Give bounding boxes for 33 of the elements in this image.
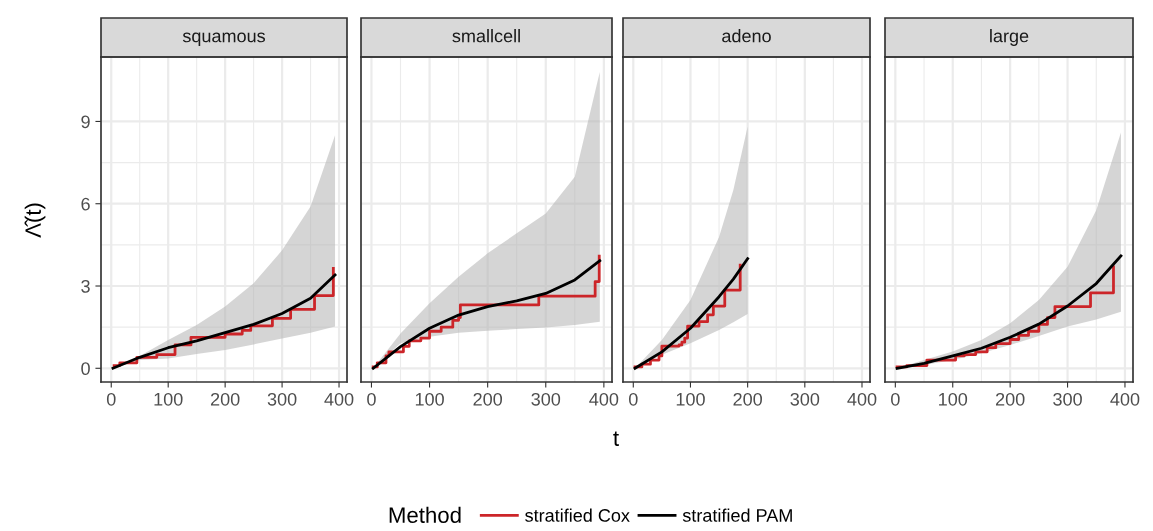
x-tick-label: 200 <box>996 392 1025 406</box>
legend-label: stratified PAM <box>682 508 792 522</box>
x-tick-label: 300 <box>1053 392 1082 406</box>
x-tick-label: 400 <box>847 392 877 406</box>
y-tick-label: 6 <box>81 197 90 211</box>
x-axis-title: t <box>613 431 619 446</box>
chart-title: large <box>990 29 1029 46</box>
y-tick-label: 9 <box>81 115 90 129</box>
x-tick-label: 100 <box>939 392 968 406</box>
chart-title: squamous <box>182 32 265 46</box>
x-tick-label: 100 <box>676 392 705 406</box>
x-tick-label: 400 <box>1110 392 1140 406</box>
y-tick-label: 3 <box>81 279 90 293</box>
x-tick-label: 300 <box>267 392 297 406</box>
x-tick-label: 100 <box>415 392 444 406</box>
x-tick-label: 200 <box>733 392 762 406</box>
x-tick-label: 0 <box>628 392 638 406</box>
x-tick-label: 400 <box>589 392 619 406</box>
y-tick-label: 0 <box>81 362 90 376</box>
x-tick-label: 200 <box>210 392 240 406</box>
x-tick-label: 0 <box>106 392 116 406</box>
legend-title: Method <box>389 506 461 523</box>
x-tick-label: 200 <box>473 392 503 406</box>
x-tick-label: 300 <box>790 392 820 406</box>
chart-title: smallcell <box>452 29 520 43</box>
legend-label: stratified Cox <box>525 508 630 522</box>
x-tick-label: 100 <box>154 392 183 406</box>
x-tick-label: 0 <box>367 392 376 406</box>
chart-title: adeno <box>722 29 771 43</box>
x-tick-label: 300 <box>531 392 561 406</box>
y-axis-title: Λ̂(t) <box>24 203 46 238</box>
x-tick-label: 0 <box>891 392 900 406</box>
x-tick-label: 400 <box>324 392 354 406</box>
